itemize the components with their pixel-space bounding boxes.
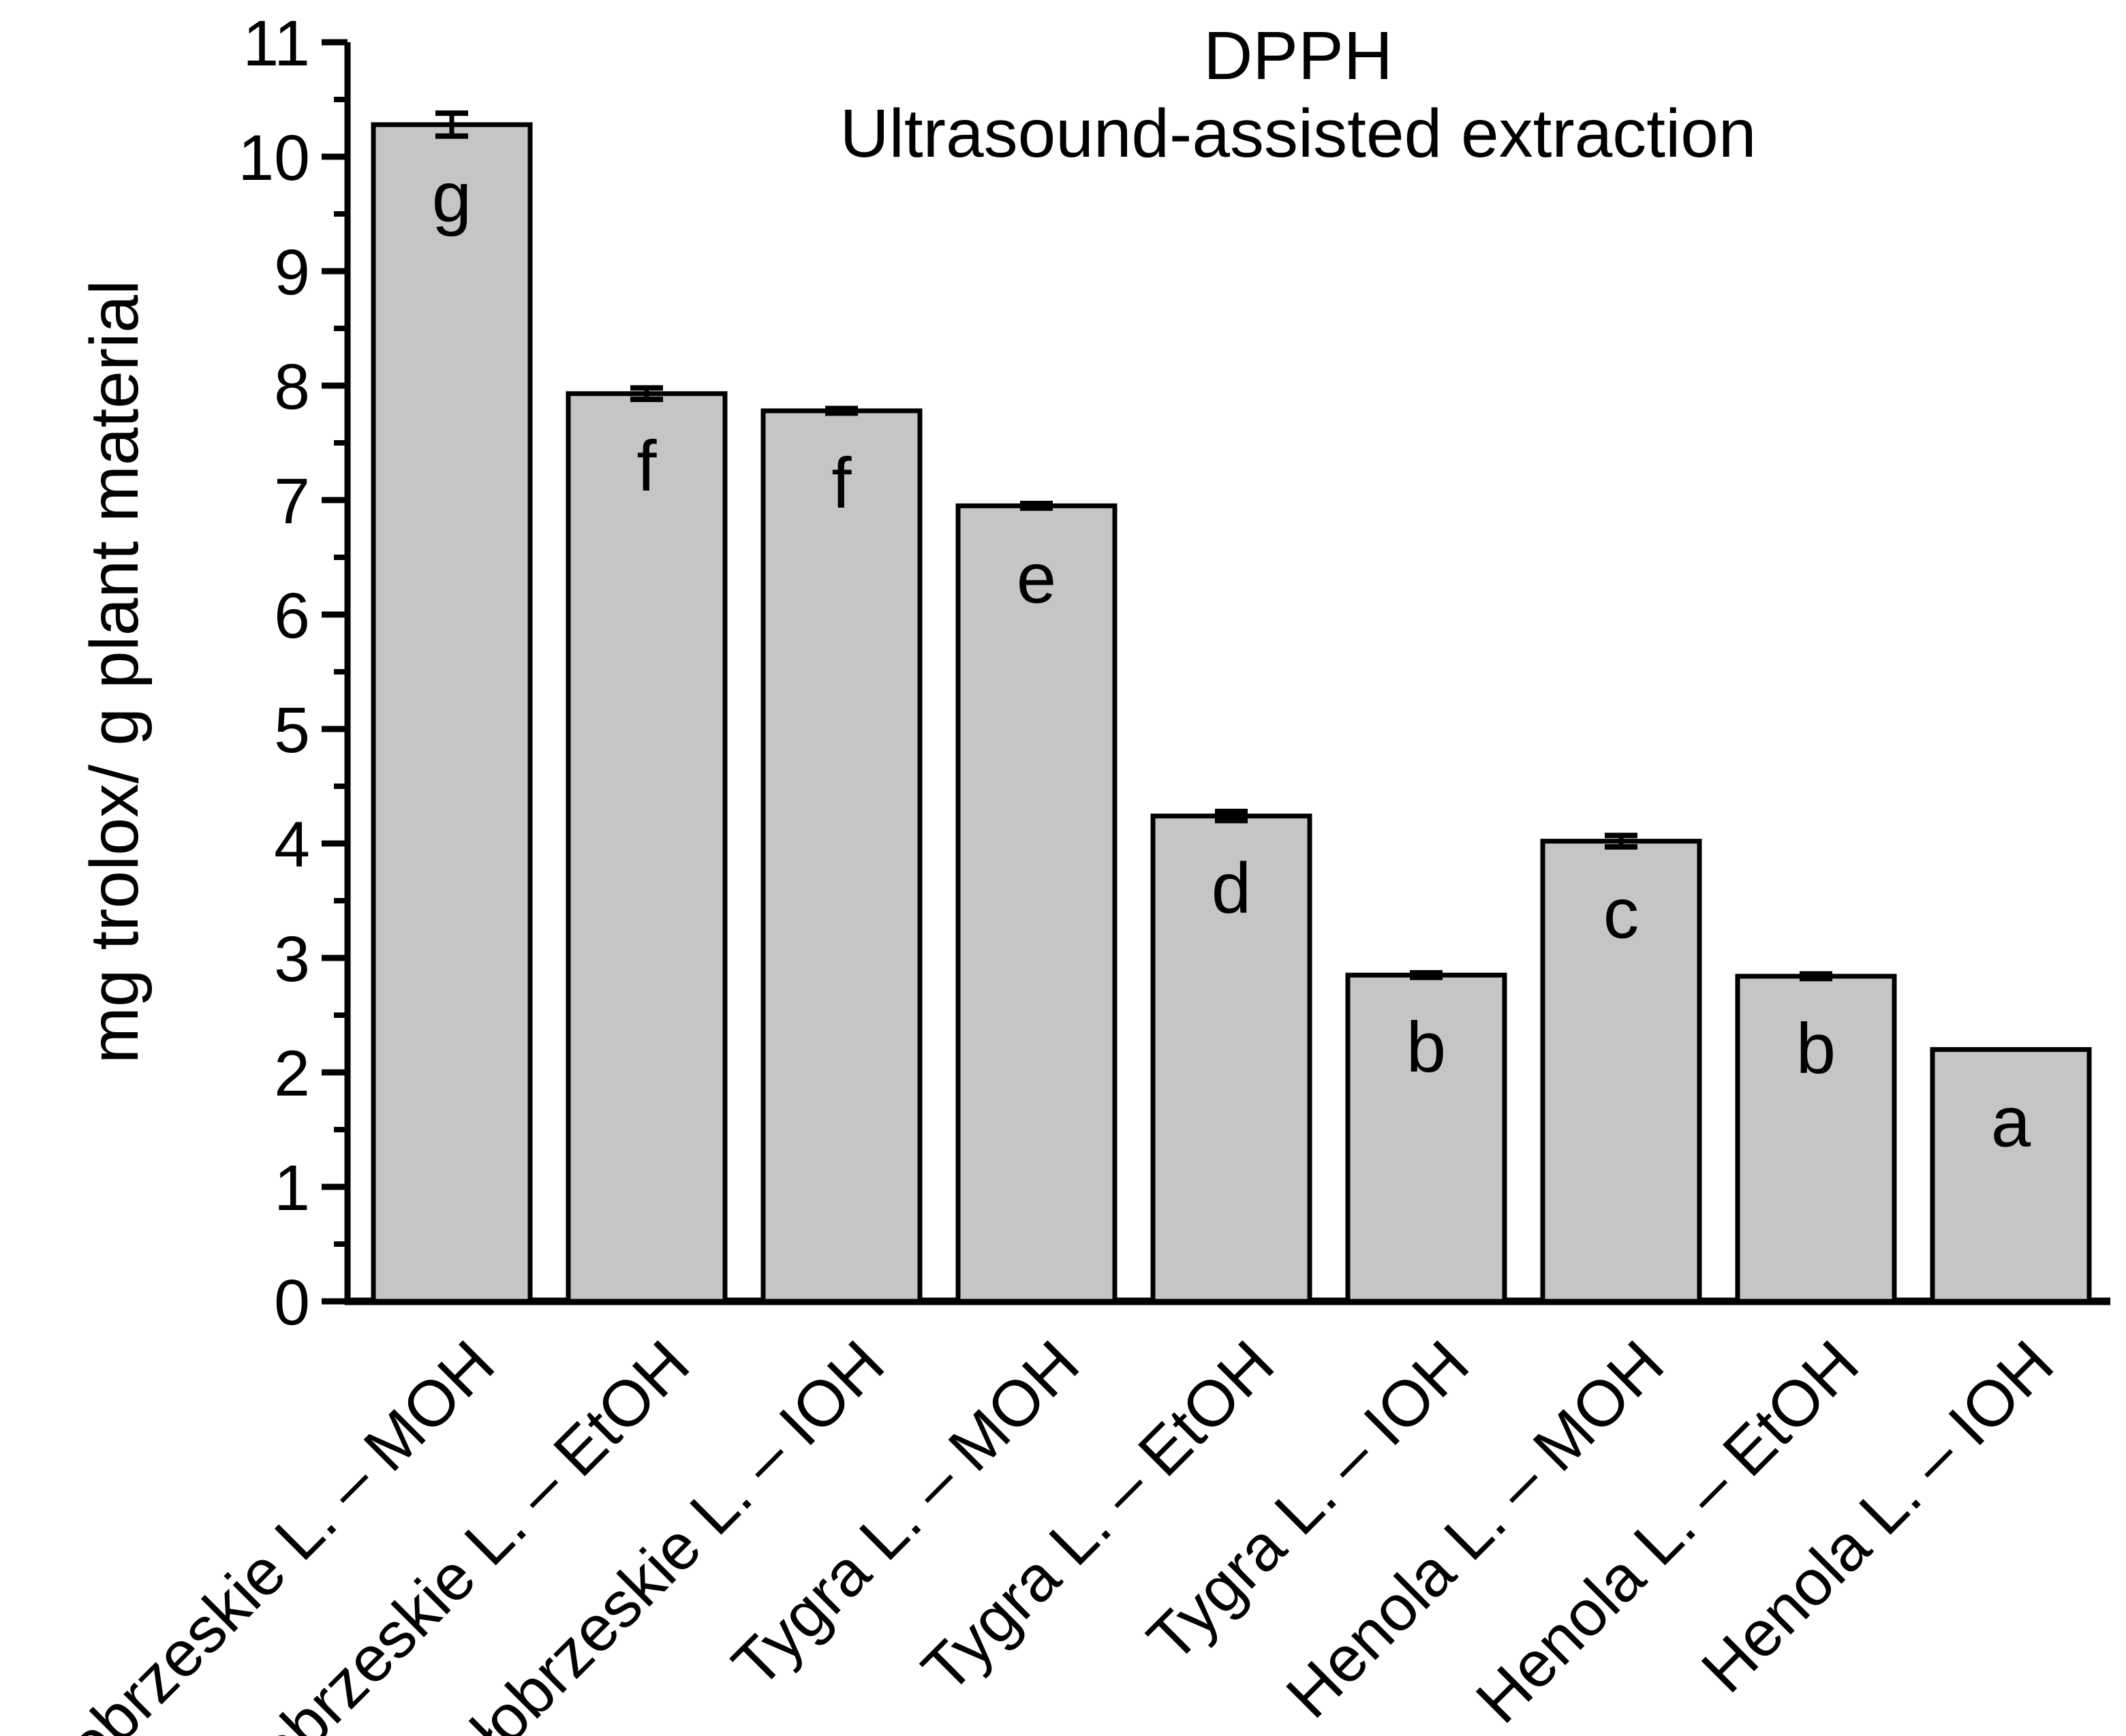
bar: [566, 391, 728, 1304]
y-tick-label: 11: [243, 7, 310, 80]
y-tick-label: 8: [274, 351, 310, 423]
x-category-label: Tygra L. – MOH: [719, 1327, 1093, 1701]
significance-letter: b: [1796, 1009, 1836, 1089]
y-tick-label: 2: [274, 1038, 310, 1110]
y-tick-label: 6: [274, 580, 310, 652]
significance-letter: e: [1017, 538, 1056, 618]
significance-letter: g: [432, 157, 472, 237]
bar: [1930, 1047, 2092, 1304]
bar: [760, 408, 923, 1304]
significance-letter: d: [1212, 849, 1251, 929]
x-category-label: Białobrzeskie L. – MOH: [0, 1327, 508, 1736]
significance-letter: a: [1991, 1082, 2031, 1162]
y-tick-label: 10: [238, 122, 310, 194]
y-tick-label: 0: [274, 1267, 310, 1339]
x-category-label: Henola L. – MOH: [1273, 1327, 1678, 1732]
significance-letter: f: [636, 427, 657, 506]
y-tick-label: 1: [274, 1152, 310, 1224]
bar: [371, 122, 533, 1304]
y-tick-label: 3: [274, 923, 310, 995]
significance-letter: f: [831, 444, 852, 523]
y-tick-label: 7: [274, 465, 310, 538]
bar: [1150, 813, 1312, 1304]
significance-letter: c: [1603, 874, 1639, 954]
bar: [1735, 974, 1897, 1304]
y-tick-label: 9: [274, 236, 310, 309]
chart-title-line1: DPPH: [1203, 18, 1393, 94]
y-tick-label: 4: [274, 809, 310, 881]
x-category-label: Tygra L. – EtOH: [908, 1327, 1288, 1707]
chart-title-line2: Ultrasound-assisted extraction: [839, 95, 1757, 172]
bar: [1540, 839, 1702, 1304]
x-category-label: Henola L. – IOH: [1688, 1327, 2067, 1707]
y-tick-label: 5: [274, 694, 310, 766]
bar: [955, 503, 1118, 1304]
significance-letter: b: [1406, 1008, 1446, 1087]
